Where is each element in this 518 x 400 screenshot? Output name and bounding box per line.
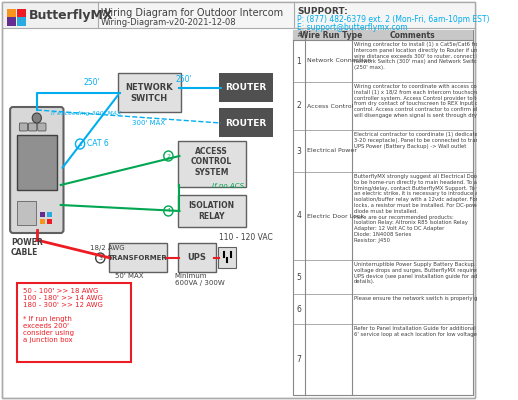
Text: Wiring-Diagram-v20-2021-12-08: Wiring-Diagram-v20-2021-12-08 [101,18,237,27]
Text: Electric Door Lock: Electric Door Lock [307,214,365,218]
FancyBboxPatch shape [178,195,246,227]
Text: 2: 2 [297,102,301,110]
Text: ButterflyMX strongly suggest all Electrical Door Lock wiring to be home-run dire: ButterflyMX strongly suggest all Electri… [354,174,516,243]
Text: POWER
CABLE: POWER CABLE [11,238,43,258]
FancyBboxPatch shape [18,9,26,18]
Text: CAT 6: CAT 6 [88,140,109,148]
Text: 3: 3 [297,146,301,156]
FancyBboxPatch shape [118,73,181,112]
Text: Wiring contractor to coordinate with access control provider, install (1) x 18/2: Wiring contractor to coordinate with acc… [354,84,514,118]
FancyBboxPatch shape [7,17,16,26]
FancyBboxPatch shape [219,108,274,137]
Text: 4: 4 [297,212,301,220]
Text: Access Control: Access Control [307,104,354,108]
Text: Wiring Diagram for Outdoor Intercom: Wiring Diagram for Outdoor Intercom [101,8,283,18]
Text: ButterflyMX: ButterflyMX [28,8,113,22]
FancyBboxPatch shape [109,243,167,272]
Text: 18/2 AWG: 18/2 AWG [90,245,125,251]
Circle shape [96,253,105,263]
FancyBboxPatch shape [18,17,26,26]
Text: Minimum
600VA / 300W: Minimum 600VA / 300W [175,273,225,286]
Text: TRANSFORMER: TRANSFORMER [108,255,168,261]
Text: SUPPORT:: SUPPORT: [297,7,348,16]
FancyBboxPatch shape [293,30,473,395]
FancyBboxPatch shape [7,9,16,18]
Text: ROUTER: ROUTER [225,84,266,92]
Text: Refer to Panel Installation Guide for additional details. Leave 6' service loop : Refer to Panel Installation Guide for ad… [354,326,514,337]
Text: 6: 6 [297,304,301,314]
Text: E: support@butterflymx.com: E: support@butterflymx.com [297,23,408,32]
FancyBboxPatch shape [19,123,27,131]
Text: ACCESS
CONTROL
SYSTEM: ACCESS CONTROL SYSTEM [191,147,232,177]
Text: If no ACS: If no ACS [212,183,244,189]
Circle shape [164,206,173,216]
Text: 7: 7 [297,355,301,364]
Text: P: (877) 482-6379 ext. 2 (Mon-Fri, 6am-10pm EST): P: (877) 482-6379 ext. 2 (Mon-Fri, 6am-1… [297,15,490,24]
FancyBboxPatch shape [2,2,98,28]
FancyBboxPatch shape [18,201,36,225]
Text: Please ensure the network switch is properly grounded.: Please ensure the network switch is prop… [354,296,501,301]
Text: 50 - 100' >> 18 AWG
100 - 180' >> 14 AWG
180 - 300' >> 12 AWG

* If run length
e: 50 - 100' >> 18 AWG 100 - 180' >> 14 AWG… [23,288,103,343]
Circle shape [32,113,41,123]
Text: 1: 1 [78,142,82,146]
Text: UPS: UPS [188,254,206,262]
Text: If exceeding 300' MAX: If exceeding 300' MAX [51,111,121,116]
Text: 50' MAX: 50' MAX [115,273,143,279]
FancyBboxPatch shape [178,243,216,272]
FancyBboxPatch shape [293,30,473,40]
FancyBboxPatch shape [38,123,46,131]
Text: 300' MAX: 300' MAX [133,120,166,126]
Text: Comments: Comments [390,30,435,40]
Text: 110 - 120 VAC: 110 - 120 VAC [219,233,273,242]
Text: #: # [296,32,302,38]
Text: Wiring contractor to install (1) x Cat5e/Cat6 from each Intercom panel location : Wiring contractor to install (1) x Cat5e… [354,42,507,70]
Circle shape [164,151,173,161]
FancyBboxPatch shape [10,107,64,233]
Text: Uninterruptible Power Supply Battery Backup. To prevent voltage drops and surges: Uninterruptible Power Supply Battery Bac… [354,262,510,284]
Text: 3: 3 [98,256,102,260]
Text: Wire Run Type: Wire Run Type [300,30,363,40]
Text: Electrical contractor to coordinate (1) dedicated circuit (with 3-20 receptacle): Electrical contractor to coordinate (1) … [354,132,514,148]
FancyBboxPatch shape [218,247,237,268]
Text: 4: 4 [166,208,170,214]
Text: ISOLATION
RELAY: ISOLATION RELAY [189,201,235,221]
Circle shape [76,139,84,149]
FancyBboxPatch shape [17,135,57,190]
Text: Network Connection: Network Connection [307,58,371,64]
FancyBboxPatch shape [17,283,131,362]
Text: 250': 250' [176,75,192,84]
Text: Electrical Power: Electrical Power [307,148,357,154]
FancyBboxPatch shape [47,212,51,217]
FancyBboxPatch shape [2,2,475,28]
Text: 250': 250' [84,78,100,87]
FancyBboxPatch shape [40,219,45,224]
FancyBboxPatch shape [28,123,37,131]
FancyBboxPatch shape [47,219,51,224]
FancyBboxPatch shape [2,2,475,398]
Text: 5: 5 [297,272,301,282]
FancyBboxPatch shape [178,141,246,187]
Text: ROUTER: ROUTER [225,118,266,128]
Text: 1: 1 [297,56,301,66]
Text: NETWORK
SWITCH: NETWORK SWITCH [125,83,173,103]
Text: 2: 2 [166,154,170,158]
FancyBboxPatch shape [40,212,45,217]
FancyBboxPatch shape [219,73,274,102]
